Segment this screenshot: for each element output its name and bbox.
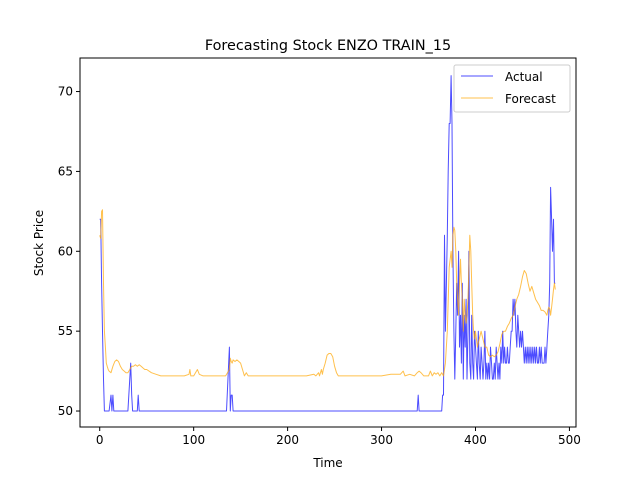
legend-label-forecast: Forecast — [505, 92, 556, 106]
x-tick-label: 300 — [370, 433, 393, 447]
y-tick-label: 55 — [58, 324, 73, 338]
legend-box — [453, 64, 571, 113]
x-tick-label: 200 — [276, 433, 299, 447]
plot-area — [99, 75, 556, 412]
x-tick-label: 500 — [558, 433, 581, 447]
y-tick-label: 60 — [58, 244, 73, 258]
series-line-forecast — [99, 209, 556, 377]
x-tick-label: 0 — [96, 433, 104, 447]
x-tick-label: 400 — [464, 433, 487, 447]
legend-label-actual: Actual — [505, 70, 543, 84]
x-axis-label: Time — [312, 456, 342, 470]
chart-title: Forecasting Stock ENZO TRAIN_15 — [205, 38, 451, 54]
y-axis-label: Stock Price — [32, 210, 46, 276]
y-tick-label: 70 — [58, 85, 73, 99]
axis-ticks: 0 100 200 300 400 500 50 55 60 65 70 — [58, 85, 581, 447]
x-tick-label: 100 — [182, 433, 205, 447]
y-tick-label: 65 — [58, 164, 73, 178]
axes-frame — [79, 57, 577, 428]
legend: Actual Forecast — [453, 64, 571, 113]
y-tick-label: 50 — [58, 404, 73, 418]
